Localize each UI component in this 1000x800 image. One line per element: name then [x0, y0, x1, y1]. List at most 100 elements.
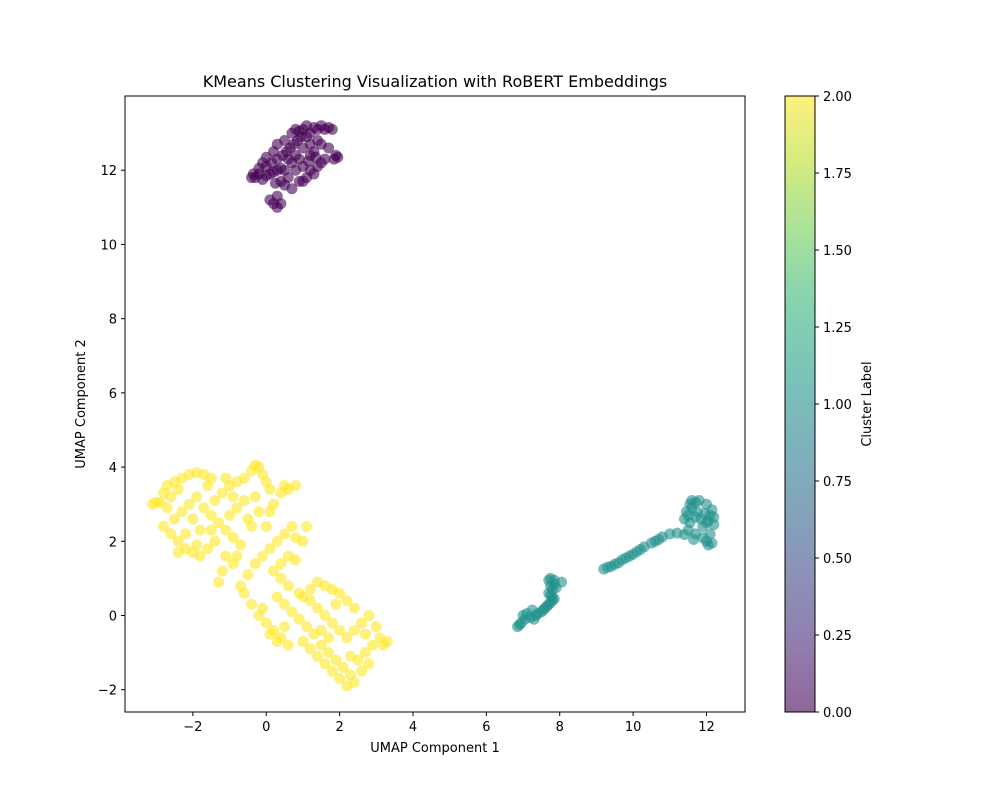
scatter-point-cluster-2 — [334, 673, 346, 685]
scatter-point-cluster-1 — [708, 519, 720, 531]
scatter-point-cluster-2 — [198, 502, 210, 514]
scatter-point-cluster-2 — [301, 621, 313, 633]
y-tick-label: 0 — [109, 610, 117, 625]
colorbar: 0.00 0.25 0.50 0.75 1.00 1.25 1.50 1.75 2.00 Clu… — [784, 90, 875, 721]
y-tick-label: 6 — [109, 387, 117, 402]
scatter-point-cluster-2 — [304, 595, 316, 607]
scatter-point-cluster-2 — [242, 569, 254, 581]
scatter-point-cluster-0 — [319, 153, 331, 165]
scatter-point-cluster-2 — [165, 491, 177, 503]
y-tick-label: 8 — [109, 313, 117, 328]
scatter-point-cluster-2 — [348, 676, 360, 688]
scatter-point-cluster-2 — [367, 639, 379, 651]
scatter-point-cluster-2 — [363, 610, 375, 622]
scatter-point-cluster-2 — [330, 598, 342, 610]
scatter-point-cluster-2 — [246, 598, 258, 610]
scatter-point-cluster-0 — [310, 151, 322, 163]
scatter-point-cluster-2 — [334, 587, 346, 599]
x-tick-label: 4 — [409, 720, 417, 735]
scatter-point-cluster-2 — [293, 613, 305, 625]
scatter-point-cluster-2 — [290, 532, 302, 544]
scatter-point-cluster-2 — [257, 602, 269, 614]
scatter-point-cluster-2 — [268, 565, 280, 577]
scatter-point-cluster-0 — [297, 175, 309, 187]
scatter-points — [147, 120, 720, 692]
scatter-point-cluster-2 — [260, 617, 272, 629]
y-tick-label: 10 — [100, 238, 117, 253]
scatter-point-cluster-2 — [224, 509, 236, 521]
scatter-point-cluster-2 — [213, 576, 225, 588]
scatter-point-cluster-2 — [191, 491, 203, 503]
scatter-point-cluster-2 — [172, 535, 184, 547]
colorbar-tick-label: 0.25 — [823, 629, 852, 644]
scatter-point-cluster-0 — [279, 164, 291, 176]
scatter-point-cluster-2 — [257, 550, 269, 562]
scatter-point-cluster-2 — [348, 624, 360, 636]
scatter-point-cluster-0 — [301, 131, 313, 143]
scatter-point-cluster-2 — [301, 520, 313, 532]
scatter-point-cluster-2 — [275, 558, 287, 570]
scatter-point-cluster-2 — [205, 524, 217, 536]
scatter-point-cluster-2 — [253, 506, 265, 518]
plot-area: −2 0 2 4 6 8 10 12 −2 0 2 4 6 8 10 12 — [98, 95, 746, 735]
scatter-point-cluster-2 — [187, 513, 199, 525]
colorbar-tick-label: 0.00 — [823, 706, 852, 721]
scatter-point-cluster-2 — [304, 584, 316, 596]
scatter-point-cluster-2 — [312, 602, 324, 614]
scatter-point-cluster-0 — [260, 151, 272, 163]
scatter-point-cluster-2 — [359, 628, 371, 640]
scatter-point-cluster-2 — [286, 606, 298, 618]
y-tick-label: 12 — [100, 164, 117, 179]
scatter-point-cluster-0 — [326, 123, 338, 135]
scatter-point-cluster-1 — [550, 582, 562, 594]
scatter-point-cluster-2 — [150, 496, 162, 508]
colorbar-tick-label: 0.50 — [823, 552, 852, 567]
scatter-point-cluster-0 — [286, 183, 298, 195]
scatter-point-cluster-2 — [260, 520, 272, 532]
scatter-point-cluster-2 — [169, 513, 181, 525]
y-tick-label: −2 — [98, 684, 117, 699]
colorbar-gradient — [785, 96, 815, 712]
x-tick-label: −2 — [183, 720, 202, 735]
scatter-point-cluster-2 — [205, 509, 217, 521]
chart-title: KMeans Clustering Visualization with RoB… — [203, 72, 667, 91]
scatter-point-cluster-2 — [348, 602, 360, 614]
scatter-point-cluster-0 — [269, 177, 281, 189]
scatter-point-cluster-2 — [227, 491, 239, 503]
scatter-point-cluster-1 — [688, 533, 700, 545]
scatter-point-cluster-2 — [312, 650, 324, 662]
scatter-point-cluster-2 — [319, 658, 331, 670]
colorbar-tick-label: 1.50 — [823, 244, 852, 259]
scatter-point-cluster-2 — [315, 639, 327, 651]
x-axis: −2 0 2 4 6 8 10 12 — [183, 712, 715, 735]
scatter-point-cluster-2 — [220, 550, 232, 562]
scatter-point-cluster-2 — [326, 617, 338, 629]
scatter-point-cluster-2 — [381, 635, 393, 647]
scatter-point-cluster-2 — [264, 506, 276, 518]
scatter-point-cluster-2 — [293, 587, 305, 599]
scatter-point-cluster-2 — [209, 535, 221, 547]
scatter-point-cluster-0 — [282, 153, 294, 165]
scatter-point-cluster-2 — [264, 543, 276, 555]
colorbar-tick-label: 1.25 — [823, 321, 852, 336]
y-tick-label: 2 — [109, 535, 117, 550]
scatter-point-cluster-2 — [172, 546, 184, 558]
scatter-point-cluster-2 — [246, 520, 258, 532]
scatter-point-cluster-2 — [356, 617, 368, 629]
scatter-point-cluster-2 — [330, 654, 342, 666]
scatter-point-cluster-2 — [297, 635, 309, 647]
scatter-point-cluster-2 — [290, 480, 302, 492]
scatter-point-cluster-0 — [290, 123, 302, 135]
scatter-point-cluster-2 — [334, 624, 346, 636]
scatter-point-cluster-2 — [191, 539, 203, 551]
scatter-point-cluster-2 — [220, 472, 232, 484]
scatter-point-cluster-2 — [213, 517, 225, 529]
scatter-point-cluster-1 — [546, 591, 558, 603]
scatter-point-cluster-2 — [216, 487, 228, 499]
colorbar-tick-label: 0.75 — [823, 475, 852, 490]
x-tick-label: 12 — [698, 720, 715, 735]
scatter-point-cluster-2 — [275, 572, 287, 584]
scatter-point-cluster-2 — [249, 558, 261, 570]
scatter-point-cluster-2 — [209, 494, 221, 506]
scatter-point-cluster-2 — [279, 528, 291, 540]
